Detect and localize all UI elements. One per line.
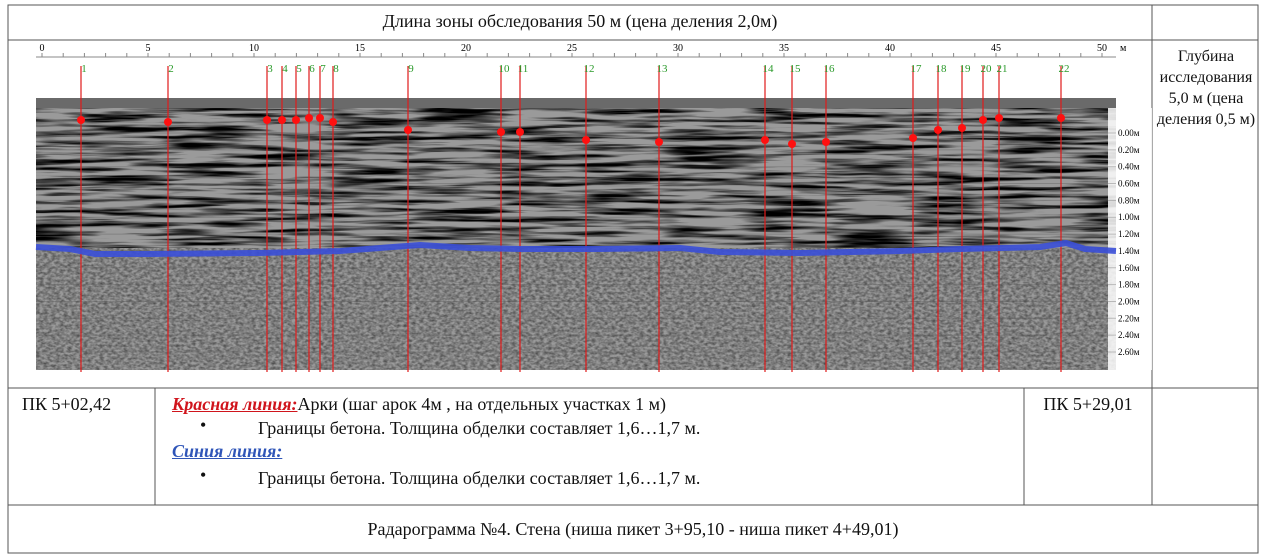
arch-point [582,136,590,144]
marker-label: 20 [981,63,993,75]
distance-label: 10 [249,43,259,54]
arch-point [788,140,796,148]
marker-label: 19 [960,63,972,75]
depth-label: 2.60м [1118,347,1140,357]
depth-label: 0.80м [1118,195,1140,205]
marker-label: 21 [997,63,1008,75]
distance-label: 50 [1097,43,1107,54]
depth-scale-bg [1108,108,1152,370]
arch-point [292,116,300,124]
arch-point [497,128,505,136]
arch-point [822,138,830,146]
marker-label: 4 [282,63,288,75]
red-label: Красная линия: [172,394,298,414]
blue-label: Синия линия: [172,441,283,461]
marker-label: 8 [333,63,339,75]
start-picket: ПК 5+02,42 [22,394,112,414]
depth-label: 1.80м [1118,280,1140,290]
marker-label: 22 [1059,63,1070,75]
depth-label: 1.60м [1118,263,1140,273]
depth-label: 1.00м [1118,212,1140,222]
legend-blue: Синия линия: [172,440,282,462]
arch-point [404,126,412,134]
depth-label: 2.20м [1118,313,1140,323]
distance-label: 30 [673,43,683,54]
arch-point [979,116,987,124]
marker-label: 17 [911,63,923,75]
distance-label: 15 [355,43,365,54]
marker-label: 5 [296,63,302,75]
end-picket: ПК 5+29,01 [1043,394,1133,414]
marker-label: 6 [309,63,315,75]
depth-label: 2.00м [1118,296,1140,306]
marker-label: 16 [824,63,836,75]
marker-label: 13 [657,63,669,75]
header-title: Длина зоны обследования 50 м (цена делен… [382,11,778,31]
depth-label: 1.40м [1118,246,1140,256]
marker-label: 9 [408,63,414,75]
distance-label: 0 [40,43,45,54]
depth-label: 0.20м [1118,145,1140,155]
depth-label: 0.00м [1118,128,1140,138]
marker-label: 12 [584,63,595,75]
arch-point [516,128,524,136]
arch-point [263,116,271,124]
arch-point [329,118,337,126]
arch-point [278,116,286,124]
blue-item: Границы бетона. Толщина обделки составля… [258,468,701,488]
depth-label: 0.60м [1118,179,1140,189]
arch-point [958,124,966,132]
arch-point [305,114,313,122]
caption: Радарограмма №4. Стена (ниша пикет 3+95,… [367,519,899,539]
arch-point [655,138,663,146]
bullet: • [200,415,207,435]
arch-point [316,114,324,122]
air-band [36,98,1116,108]
distance-label: 40 [885,43,895,54]
marker-label: 1 [81,63,87,75]
marker-label: 15 [790,63,802,75]
table-borders [7,4,1259,554]
marker-label: 2 [168,63,174,75]
marker-label: 11 [518,63,529,75]
marker-label: 10 [499,63,511,75]
arch-point [761,136,769,144]
marker-label: 18 [936,63,948,75]
arch-point [77,116,85,124]
distance-unit: м [1120,43,1127,54]
arch-point [164,118,172,126]
arch-point [909,134,917,142]
depth-note: Глубина исследования 5,0 м (цена деления… [1156,48,1256,128]
marker-label: 3 [267,63,273,75]
distance-label: 25 [567,43,577,54]
depth-label: 2.40м [1118,330,1140,340]
distance-label: 45 [991,43,1001,54]
marker-label: 7 [320,63,326,75]
bullet: • [200,465,207,485]
depth-label: 0.40м [1118,162,1140,172]
arch-point [995,114,1003,122]
background-noise [36,248,1116,370]
radargram [30,42,1152,372]
marker-label: 14 [763,63,775,75]
depth-label: 1.20м [1118,229,1140,239]
legend-red: Красная линия:Арки (шаг арок 4м , на отд… [172,393,666,415]
strong-reflections [36,108,1116,248]
red-text: Арки (шаг арок 4м , на отдельных участка… [297,394,667,414]
red-item: Границы бетона. Толщина обделки составля… [258,418,701,438]
distance-label: 35 [779,43,789,54]
distance-label: 20 [461,43,471,54]
blue-line [35,240,1117,257]
distance-label: 5 [146,43,151,54]
arch-point [1057,114,1065,122]
arch-point [934,126,942,134]
